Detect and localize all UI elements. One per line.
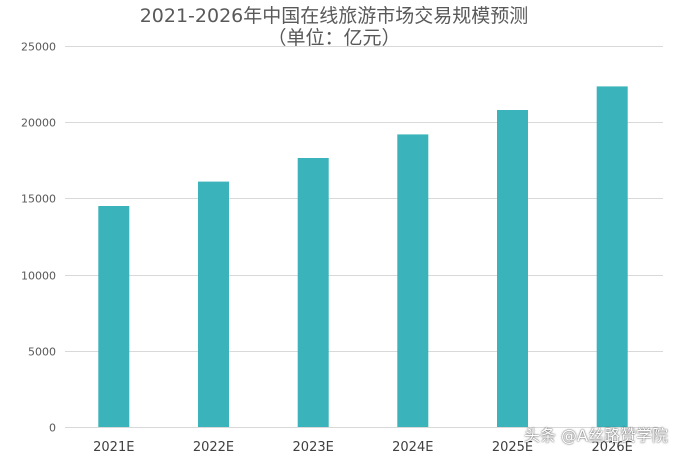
chart-subtitle: （单位：亿元） [267, 27, 401, 49]
x-tick-label: 2026E [592, 440, 633, 455]
x-tick-label: 2025E [492, 440, 533, 455]
x-tick-label: 2023E [293, 440, 334, 455]
bar-2023E [297, 158, 329, 427]
bar-2025E [497, 110, 528, 427]
bar-2021E [98, 206, 130, 427]
bars [98, 86, 628, 428]
y-tick-label: 20000 [21, 117, 56, 130]
y-tick-label: 25000 [21, 41, 56, 54]
x-tick-label: 2021E [93, 440, 134, 455]
gridlines [65, 46, 663, 428]
x-tick-label: 2024E [392, 440, 433, 455]
y-tick-label: 15000 [21, 193, 56, 206]
bar-2026E [596, 86, 628, 428]
watermark: 头条 @A丝路赞学院 [523, 426, 668, 445]
chart-title: 2021-2026年中国在线旅游市场交易规模预测 [139, 5, 529, 27]
y-axis-tick-labels: 0 5000 10000 15000 20000 25000 [21, 41, 56, 435]
bar-2024E [397, 134, 429, 427]
bar-2022E [198, 181, 229, 427]
x-axis-tick-labels: 2021E 2022E 2023E 2024E 2025E 2026E [93, 440, 633, 455]
x-tick-label: 2022E [193, 440, 234, 455]
y-tick-label: 10000 [21, 270, 56, 283]
y-tick-label: 5000 [28, 346, 56, 359]
y-tick-label: 0 [49, 422, 56, 435]
